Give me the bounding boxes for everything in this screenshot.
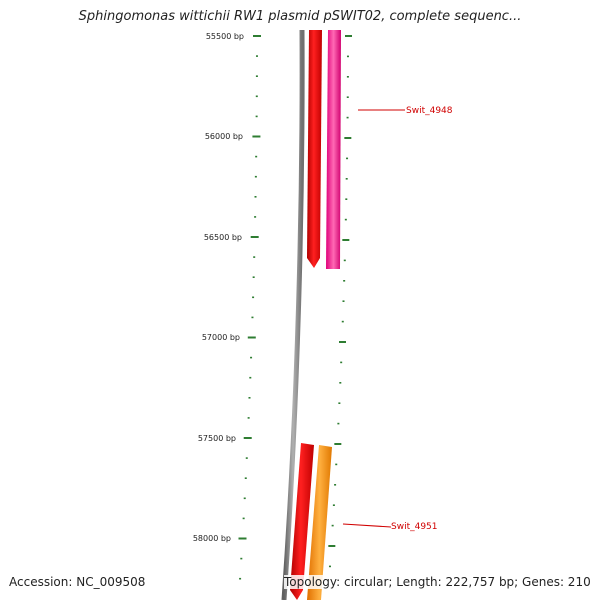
tick-label: 55500 bp xyxy=(206,32,244,41)
gene-arrow-red-upper[interactable] xyxy=(307,30,322,268)
accession-text: Accession: NC_009508 xyxy=(9,575,146,589)
gene-bar-swit-4951[interactable] xyxy=(307,445,332,600)
gene-arrow-red-lower[interactable] xyxy=(290,443,314,600)
gene-label-leader xyxy=(342,523,392,528)
outer-ticks xyxy=(328,35,352,568)
tick-labels: 55500 bp 56000 bp 56500 bp 57000 bp 5750… xyxy=(193,32,244,543)
gene-bar-swit-4948[interactable] xyxy=(326,30,341,269)
map-title: Sphingomonas wittichii RW1 plasmid pSWIT… xyxy=(78,9,522,24)
tick-label: 57500 bp xyxy=(198,434,236,443)
ruler-ticks xyxy=(238,35,261,580)
tick-label: 57000 bp xyxy=(202,333,240,342)
tick-label: 56500 bp xyxy=(204,233,242,242)
gene-label-swit-4951[interactable]: Swit_4951 xyxy=(391,522,438,532)
topology-info: Topology: circular; Length: 222,757 bp; … xyxy=(284,575,591,589)
gene-label-swit-4948[interactable]: Swit_4948 xyxy=(406,106,453,116)
plasmid-backbone xyxy=(281,29,305,600)
tick-label: 58000 bp xyxy=(193,534,231,543)
tick-label: 56000 bp xyxy=(205,132,243,141)
